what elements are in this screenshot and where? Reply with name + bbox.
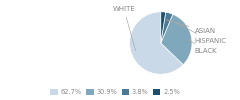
Wedge shape bbox=[161, 14, 192, 65]
Text: HISPANIC: HISPANIC bbox=[170, 20, 227, 44]
Text: ASIAN: ASIAN bbox=[165, 20, 216, 34]
Wedge shape bbox=[161, 12, 173, 43]
Text: BLACK: BLACK bbox=[188, 39, 217, 54]
Legend: 62.7%, 30.9%, 3.8%, 2.5%: 62.7%, 30.9%, 3.8%, 2.5% bbox=[48, 86, 183, 98]
Text: WHITE: WHITE bbox=[112, 6, 136, 51]
Wedge shape bbox=[161, 12, 166, 43]
Wedge shape bbox=[130, 12, 183, 74]
